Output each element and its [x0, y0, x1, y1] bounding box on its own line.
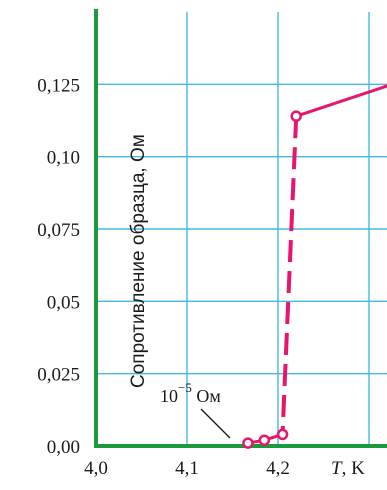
annotation-exponent: −5	[178, 380, 192, 395]
x-tick-label-1: 4,1	[175, 458, 199, 479]
y-axis-label: Сопротивление образца, Ом	[128, 134, 149, 388]
series-lines	[247, 84, 387, 445]
data-point-3	[290, 110, 302, 122]
annotation-unit: Ом	[192, 386, 221, 406]
x-axis-label: T, K	[331, 458, 365, 479]
annotation-leader	[200, 408, 231, 439]
x-axis-variable: T	[331, 458, 343, 479]
axes	[94, 9, 387, 448]
grid	[96, 12, 387, 446]
tick-labels: 0,00 0,025 0,05 0,075 0,10 0,125 4,0 4,1 4,2	[37, 75, 290, 479]
x-tick-label-2: 4,2	[266, 458, 290, 479]
y-tick-label-0: 0,00	[47, 437, 80, 458]
svg-text:10−5 Ом: 10−5 Ом	[160, 380, 221, 406]
series-markers	[242, 110, 302, 449]
data-point-1	[258, 434, 271, 446]
annotation-base: 10	[160, 386, 178, 406]
y-tick-label-5: 0,125	[37, 75, 80, 96]
annotation: 10−5 Ом	[160, 380, 231, 439]
x-axis-unit: , K	[342, 458, 366, 479]
normal-state-line	[295, 84, 387, 118]
y-tick-label-2: 0,05	[47, 292, 80, 313]
y-tick-label-4: 0,10	[47, 148, 80, 169]
data-point-2	[276, 428, 289, 441]
transition-dashed-line	[280, 116, 299, 435]
x-tick-label-0: 4,0	[84, 458, 108, 479]
y-tick-label-3: 0,075	[37, 220, 80, 241]
y-tick-label-1: 0,025	[37, 365, 80, 386]
data-point-0	[242, 437, 254, 449]
